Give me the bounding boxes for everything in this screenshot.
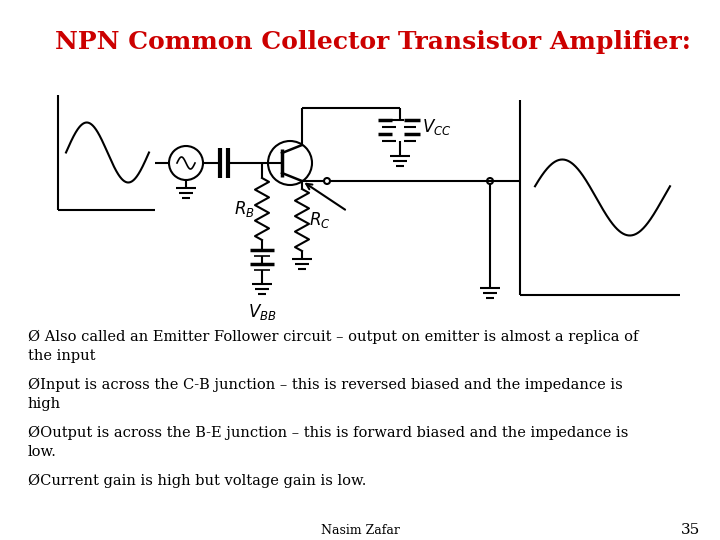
Text: $V_{BB}$: $V_{BB}$ (248, 302, 276, 322)
Text: $R_C$: $R_C$ (309, 210, 330, 230)
Text: NPN Common Collector Transistor Amplifier:: NPN Common Collector Transistor Amplifie… (55, 30, 691, 54)
Text: Ø Also called an Emitter Follower circuit – output on emitter is almost a replic: Ø Also called an Emitter Follower circui… (28, 330, 639, 363)
Text: $V_{CC}$: $V_{CC}$ (422, 117, 451, 137)
Text: ØCurrent gain is high but voltage gain is low.: ØCurrent gain is high but voltage gain i… (28, 474, 366, 488)
Text: $R_B$: $R_B$ (233, 199, 254, 219)
Text: ØOutput is across the B-E junction – this is forward biased and the impedance is: ØOutput is across the B-E junction – thi… (28, 426, 629, 458)
Text: 35: 35 (680, 523, 700, 537)
Text: ØInput is across the C-B junction – this is reversed biased and the impedance is: ØInput is across the C-B junction – this… (28, 378, 623, 410)
Text: Nasim Zafar: Nasim Zafar (320, 523, 400, 537)
